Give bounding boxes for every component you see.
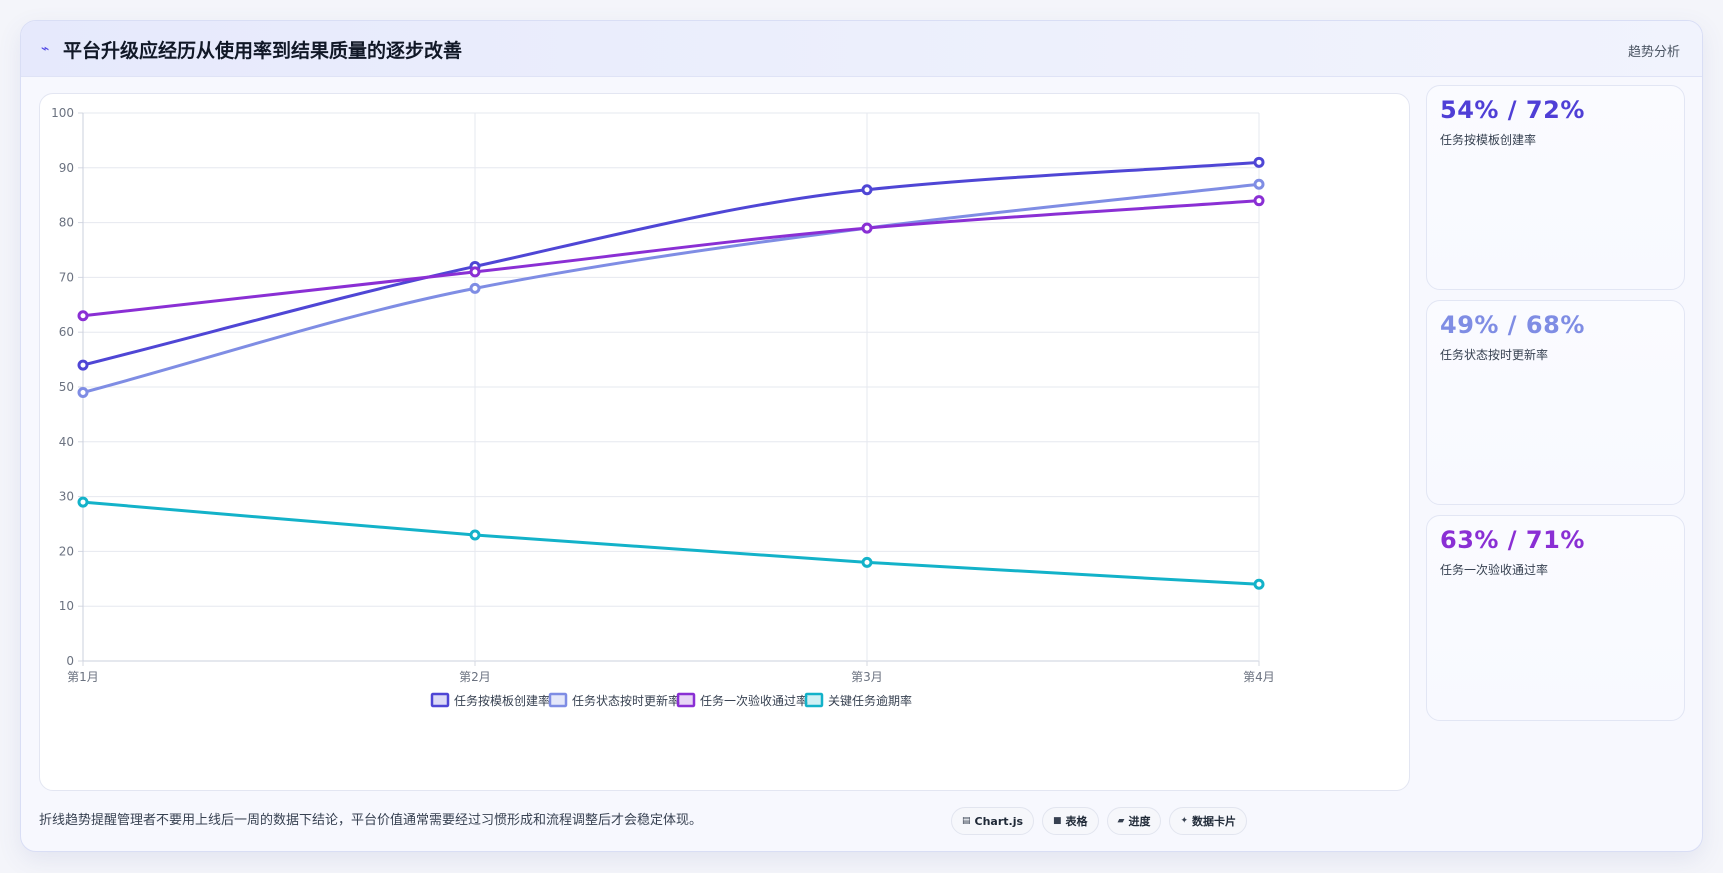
chart-icon: ▤ [962,816,971,826]
data-point [469,266,481,278]
kpi-value: 49% / 68% [1440,311,1585,339]
legend-label: 任务一次验收通过率 [700,693,808,708]
chip-table[interactable]: ■ 表格 [1042,807,1099,835]
legend-swatch [548,692,568,708]
trend-analysis-tag: 趋势分析 [1627,45,1680,60]
chip-group: ▤ Chart.js ■ 表格 ▰ 进度 ✦ 数据卡片 [951,807,1248,835]
chart-card: ⌁ 平台升级应经历从使用率到结果质量的逐步改善 趋势分析 0 10 20 30 40 50… [20,20,1703,852]
chip-label: 表格 [1065,815,1088,828]
chip-label: 数据卡片 [1192,815,1237,828]
legend-label: 关键任务逾期率 [828,693,912,708]
footer-note: 折线趋势提醒管理者不要用上线后一周的数据下结论，平台价值通常需要经过习惯形成和流… [39,813,703,828]
y-tick-label: 40 [59,435,74,449]
legend-label: 任务状态按时更新率 [572,693,680,708]
data-point [77,386,89,398]
chip-progress[interactable]: ▰ 进度 [1106,807,1162,835]
data-point [861,184,873,196]
y-tick-label: 90 [59,161,74,175]
data-point [1253,195,1265,207]
y-tick-label: 10 [59,599,74,613]
y-tick-label: 50 [59,380,74,394]
series-line [81,199,1261,318]
data-point [469,529,481,541]
legend-swatch [804,692,824,708]
card-title: 平台升级应经历从使用率到结果质量的逐步改善 [63,40,463,62]
kpi-label: 任务状态按时更新率 [1440,348,1549,362]
y-tick-label: 100 [51,106,74,120]
y-tick-label: 80 [59,216,74,230]
y-tick-label: 60 [59,325,74,339]
data-point [77,496,89,508]
chip-label: 进度 [1128,815,1151,828]
series-line [81,500,1261,586]
data-point [861,222,873,234]
x-tick-label: 第2月 [459,670,491,684]
series-line [81,160,1261,367]
x-tick-label: 第1月 [67,670,99,684]
chart-panel: 0 10 20 30 40 50 60 70 80 90 100 第1月 第2月 第3月 第4月任务按模板创… [39,93,1410,791]
sparkle-icon: ✦ [1180,816,1189,826]
lightning-icon: ⌁ [41,41,50,57]
legend-swatch [676,692,696,708]
legend-swatch [430,692,450,708]
progress-icon: ▰ [1117,816,1125,826]
series-line [81,182,1261,394]
kpi-card-template-rate: 54% / 72% 任务按模板创建率 [1426,85,1685,290]
data-point [861,556,873,568]
chip-data-card[interactable]: ✦ 数据卡片 [1169,807,1248,835]
y-tick-label: 30 [59,490,74,504]
data-point [1253,156,1265,168]
chip-chartjs[interactable]: ▤ Chart.js [951,807,1035,835]
table-icon: ■ [1053,816,1062,826]
x-tick-label: 第3月 [851,670,883,684]
data-point [77,310,89,322]
y-tick-label: 70 [59,270,74,284]
line-chart: 0 10 20 30 40 50 60 70 80 90 100 第1月 第2月 第3月 第4月任务按模板创… [51,106,1275,708]
kpi-value: 63% / 71% [1440,526,1585,554]
data-point [1253,578,1265,590]
kpi-card-acceptance-rate: 63% / 71% 任务一次验收通过率 [1426,515,1685,721]
y-tick-label: 0 [66,654,74,668]
y-tick-label: 20 [59,544,74,558]
card-header: ⌁ 平台升级应经历从使用率到结果质量的逐步改善 趋势分析 [21,21,1702,77]
x-tick-label: 第4月 [1243,670,1275,684]
kpi-label: 任务一次验收通过率 [1440,563,1549,577]
legend-label: 任务按模板创建率 [454,693,550,708]
data-point [77,359,89,371]
chip-label: Chart.js [974,814,1024,828]
data-point [1253,178,1265,190]
kpi-value: 54% / 72% [1440,96,1585,124]
kpi-card-status-rate: 49% / 68% 任务状态按时更新率 [1426,300,1685,505]
data-point [469,282,481,294]
kpi-label: 任务按模板创建率 [1440,133,1537,147]
